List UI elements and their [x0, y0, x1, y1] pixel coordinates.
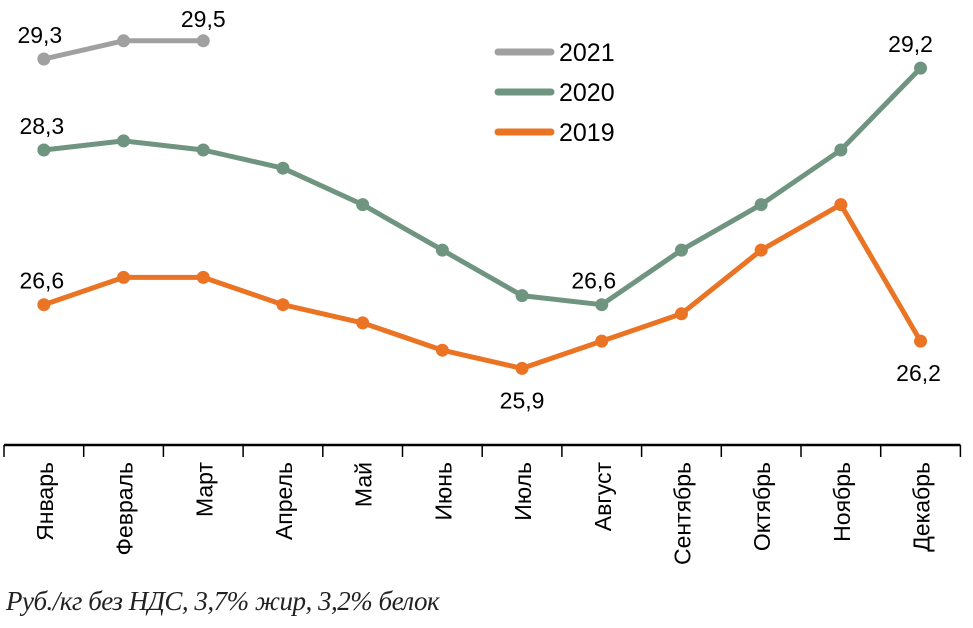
data-point-2019: [515, 361, 529, 375]
data-point-2020: [117, 134, 131, 148]
data-label: 29,3: [17, 22, 62, 48]
data-point-2019: [674, 307, 688, 321]
data-point-2020: [834, 143, 848, 157]
data-label: 25,9: [500, 387, 545, 413]
x-tick-label: Апрель: [271, 462, 297, 540]
data-point-2019: [356, 316, 370, 330]
x-tick-label: Октябрь: [749, 462, 775, 551]
legend-label: 2019: [559, 119, 615, 147]
chart-note: Руб./кг без НДС, 3,7% жир, 3,2% белок: [6, 586, 440, 616]
data-point-2019: [914, 334, 928, 348]
data-point-2019: [196, 270, 210, 284]
data-label: 29,2: [888, 31, 933, 57]
data-label: 29,5: [181, 6, 226, 32]
data-label: 28,3: [19, 113, 64, 139]
x-tick-label: Декабрь: [909, 462, 935, 552]
data-point-2020: [37, 143, 51, 157]
data-label: 26,2: [896, 360, 941, 386]
x-tick-label: Август: [590, 462, 616, 532]
data-point-2020: [914, 61, 928, 75]
x-tick-label: Июнь: [430, 462, 456, 520]
series-line-2019: [43, 202, 923, 371]
x-tick-label: Февраль: [112, 462, 138, 555]
data-point-2019: [754, 243, 768, 257]
x-tick-label: Ноябрь: [829, 462, 855, 542]
data-point-2019: [435, 343, 449, 357]
data-point-2021: [196, 34, 210, 48]
x-tick-label: Январь: [32, 462, 58, 541]
data-point-2021: [37, 52, 51, 66]
data-point-2019: [276, 298, 290, 312]
data-point-2020: [754, 198, 768, 212]
data-label: 26,6: [571, 268, 616, 294]
data-point-2020: [196, 143, 210, 157]
x-tick-label: Март: [191, 462, 217, 517]
series-line-2020: [43, 66, 923, 308]
data-point-2020: [595, 298, 609, 312]
legend-label: 2020: [559, 79, 615, 107]
x-tick-label: Июль: [510, 462, 536, 521]
data-point-2020: [276, 161, 290, 175]
data-point-2019: [37, 298, 51, 312]
data-point-2020: [674, 243, 688, 257]
data-point-2020: [515, 289, 529, 303]
data-point-2021: [117, 34, 131, 48]
legend-label: 2021: [559, 39, 615, 67]
data-point-2020: [356, 198, 370, 212]
data-point-2019: [117, 270, 131, 284]
data-point-2019: [834, 198, 848, 212]
data-point-2020: [435, 243, 449, 257]
data-point-2019: [595, 334, 609, 348]
data-label: 26,6: [19, 268, 64, 294]
x-tick-label: Сентябрь: [669, 462, 695, 565]
x-tick-label: Май: [351, 462, 377, 507]
